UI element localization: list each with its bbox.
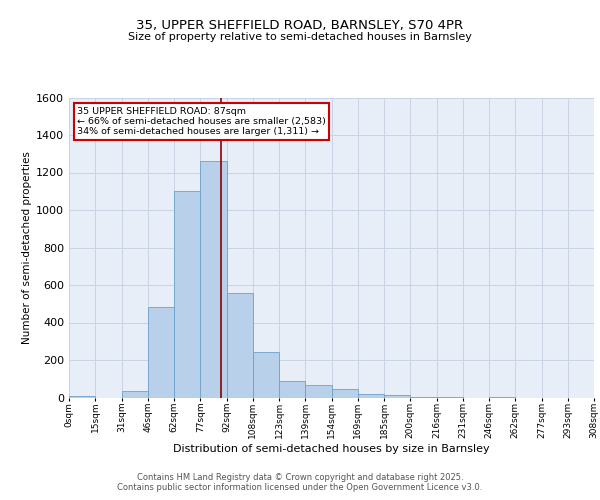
Bar <box>200 161 227 398</box>
Bar <box>437 396 463 398</box>
Text: Contains HM Land Registry data © Crown copyright and database right 2025.: Contains HM Land Registry data © Crown c… <box>137 472 463 482</box>
Text: 35 UPPER SHEFFIELD ROAD: 87sqm
← 66% of semi-detached houses are smaller (2,583): 35 UPPER SHEFFIELD ROAD: 87sqm ← 66% of … <box>77 106 326 136</box>
Text: 35, UPPER SHEFFIELD ROAD, BARNSLEY, S70 4PR: 35, UPPER SHEFFIELD ROAD, BARNSLEY, S70 … <box>136 19 464 32</box>
Bar <box>279 380 305 398</box>
Bar <box>384 395 410 398</box>
Y-axis label: Number of semi-detached properties: Number of semi-detached properties <box>22 151 32 344</box>
Bar <box>148 306 174 398</box>
Bar <box>489 396 515 398</box>
Bar <box>305 386 331 398</box>
Bar <box>174 191 200 398</box>
Bar <box>332 389 358 398</box>
Text: Size of property relative to semi-detached houses in Barnsley: Size of property relative to semi-detach… <box>128 32 472 42</box>
Bar <box>410 396 437 398</box>
Text: Contains public sector information licensed under the Open Government Licence v3: Contains public sector information licen… <box>118 484 482 492</box>
Bar <box>69 396 95 398</box>
X-axis label: Distribution of semi-detached houses by size in Barnsley: Distribution of semi-detached houses by … <box>173 444 490 454</box>
Bar <box>121 391 148 398</box>
Bar <box>358 394 384 398</box>
Bar <box>227 294 253 398</box>
Bar <box>253 352 279 398</box>
